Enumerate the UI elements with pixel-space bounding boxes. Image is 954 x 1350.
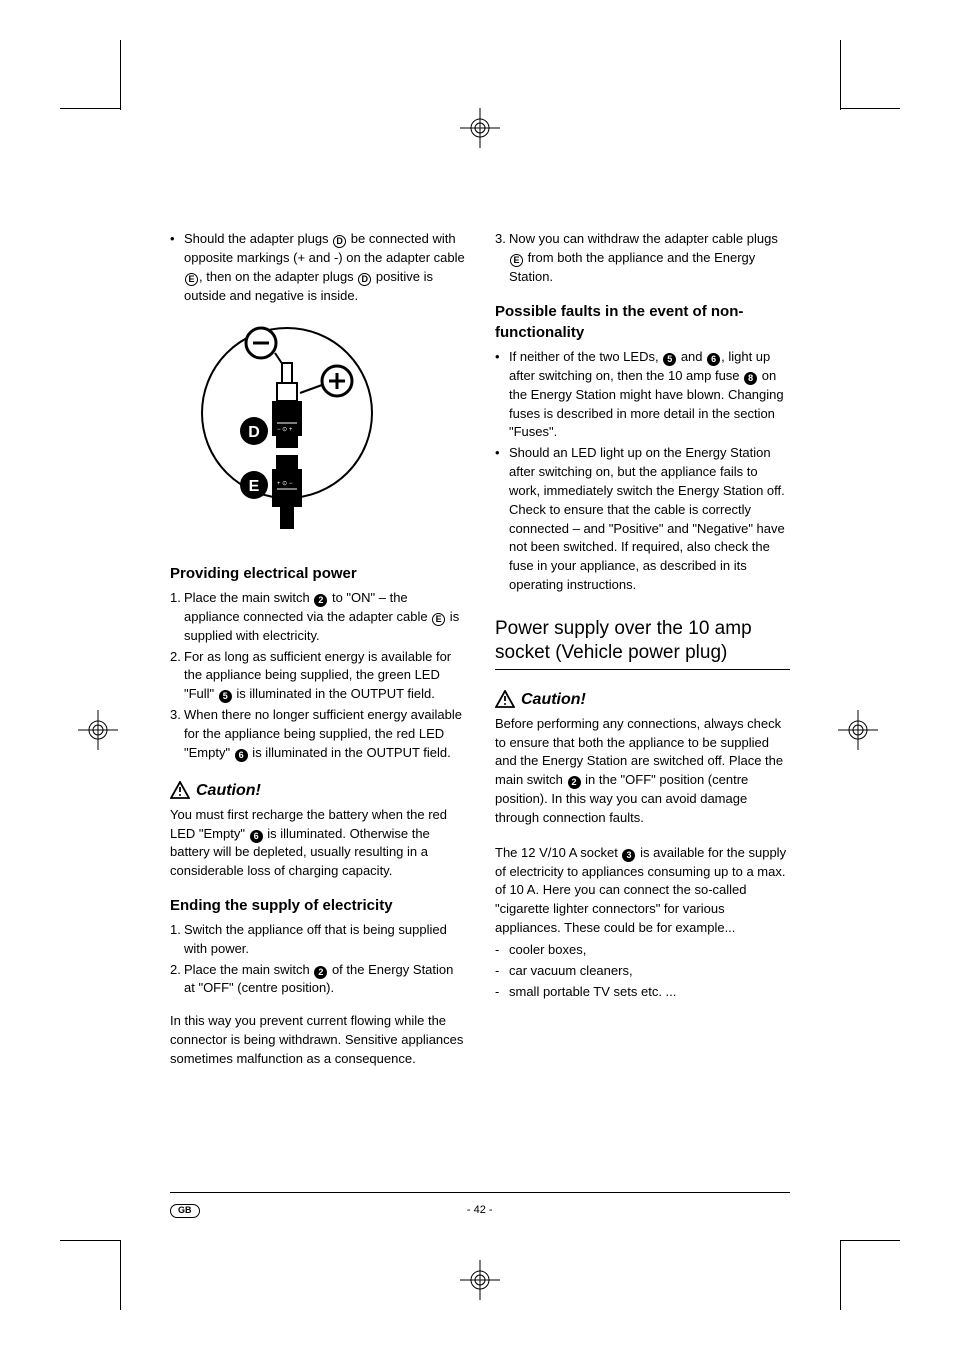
registration-mark-icon [460, 1260, 500, 1300]
crop-mark [840, 40, 841, 110]
ref-D-icon: D [358, 273, 371, 286]
dash-marker: - [495, 983, 509, 1002]
page-content: • Should the adapter plugs D be connecte… [170, 230, 790, 1072]
bullet-marker: • [495, 444, 509, 595]
adapter-plug-diagram: − ⊙ + + ⊙ − D E [182, 313, 465, 549]
ref-2-icon: 2 [314, 594, 327, 607]
text: When there no longer sufficient energy a… [184, 706, 465, 763]
crop-mark [840, 108, 900, 109]
caution-heading: Caution! [495, 688, 790, 711]
section-rule [495, 669, 790, 670]
providing-heading: Providing electrical power [170, 563, 465, 585]
registration-mark-icon [838, 710, 878, 750]
caution-label: Caution! [521, 688, 586, 711]
example-item: -car vacuum cleaners, [495, 962, 790, 981]
dash-marker: - [495, 941, 509, 960]
text: For as long as sufficient energy is avai… [184, 648, 465, 705]
example-item: -small portable TV sets etc. ... [495, 983, 790, 1002]
caution-body: You must first recharge the battery when… [170, 806, 465, 881]
locale-badge: GB [170, 1204, 200, 1218]
text: Place the main switch 2 to "ON" – the ap… [184, 589, 465, 646]
text: If neither of the two LEDs, 5 and 6, lig… [509, 348, 790, 442]
ref-2-icon: 2 [314, 966, 327, 979]
text: Should the adapter plugs [184, 231, 332, 246]
text: Should an LED light up on the Energy Sta… [509, 444, 790, 595]
bullet-marker: • [495, 348, 509, 442]
list-number: 1. [170, 589, 184, 646]
text: Now you can withdraw the adapter cable p… [509, 230, 790, 287]
caution-heading: Caution! [170, 779, 465, 802]
intro-bullet: • Should the adapter plugs D be connecte… [170, 230, 465, 305]
ending-item-2: 2. Place the main switch 2 of the Energy… [170, 961, 465, 999]
ref-E-icon: E [432, 613, 445, 626]
page-number: - 42 - [467, 1203, 493, 1219]
ref-3-icon: 3 [622, 849, 635, 862]
text: cooler boxes, [509, 941, 790, 960]
crop-mark [840, 1240, 841, 1310]
providing-item-1: 1. Place the main switch 2 to "ON" – the… [170, 589, 465, 646]
ref-6-icon: 6 [707, 353, 720, 366]
left-column: • Should the adapter plugs D be connecte… [170, 230, 465, 1072]
svg-text:E: E [249, 478, 260, 495]
text: Switch the appliance off that is being s… [184, 921, 465, 959]
text: Place the main switch 2 of the Energy St… [184, 961, 465, 999]
example-item: -cooler boxes, [495, 941, 790, 960]
caution-body: Before performing any connections, alway… [495, 715, 790, 828]
list-number: 2. [170, 961, 184, 999]
text: car vacuum cleaners, [509, 962, 790, 981]
ref-2-icon: 2 [568, 776, 581, 789]
ending-item-1: 1. Switch the appliance off that is bein… [170, 921, 465, 959]
fault-item-1: • If neither of the two LEDs, 5 and 6, l… [495, 348, 790, 442]
faults-heading: Possible faults in the event of non-func… [495, 301, 790, 345]
crop-mark [120, 40, 121, 110]
fault-item-2: • Should an LED light up on the Energy S… [495, 444, 790, 595]
ending-note: In this way you prevent current flowing … [170, 1012, 465, 1069]
dash-marker: - [495, 962, 509, 981]
svg-text:D: D [248, 424, 260, 441]
ref-6-icon: 6 [235, 749, 248, 762]
registration-mark-icon [78, 710, 118, 750]
providing-item-2: 2. For as long as sufficient energy is a… [170, 648, 465, 705]
svg-text:− ⊙ +: − ⊙ + [277, 427, 293, 433]
list-number: 1. [170, 921, 184, 959]
ref-D-icon: D [333, 235, 346, 248]
intro-text: Should the adapter plugs D be connected … [184, 230, 465, 305]
ref-5-icon: 5 [219, 690, 232, 703]
svg-text:+ ⊙ −: + ⊙ − [277, 481, 293, 487]
text: small portable TV sets etc. ... [509, 983, 790, 1002]
registration-mark-icon [460, 108, 500, 148]
warning-icon [495, 690, 515, 708]
socket-paragraph: The 12 V/10 A socket 3 is available for … [495, 844, 790, 938]
section-heading: Power supply over the 10 amp socket (Veh… [495, 617, 790, 665]
crop-mark [840, 1240, 900, 1241]
page-footer: GB - 42 - [170, 1192, 790, 1219]
caution-label: Caution! [196, 779, 261, 802]
crop-mark [60, 1240, 120, 1241]
text: , then on the adapter plugs [199, 269, 357, 284]
list-number: 3. [170, 706, 184, 763]
crop-mark [60, 108, 120, 109]
ref-5-icon: 5 [663, 353, 676, 366]
list-number: 3. [495, 230, 509, 287]
crop-mark [120, 1240, 121, 1310]
ref-6-icon: 6 [250, 830, 263, 843]
ref-E-icon: E [185, 273, 198, 286]
providing-item-3: 3. When there no longer sufficient energ… [170, 706, 465, 763]
step3: 3. Now you can withdraw the adapter cabl… [495, 230, 790, 287]
ref-8-icon: 8 [744, 372, 757, 385]
right-column: 3. Now you can withdraw the adapter cabl… [495, 230, 790, 1072]
ref-E-icon: E [510, 254, 523, 267]
warning-icon [170, 781, 190, 799]
bullet-marker: • [170, 230, 184, 305]
list-number: 2. [170, 648, 184, 705]
ending-heading: Ending the supply of electricity [170, 895, 465, 917]
